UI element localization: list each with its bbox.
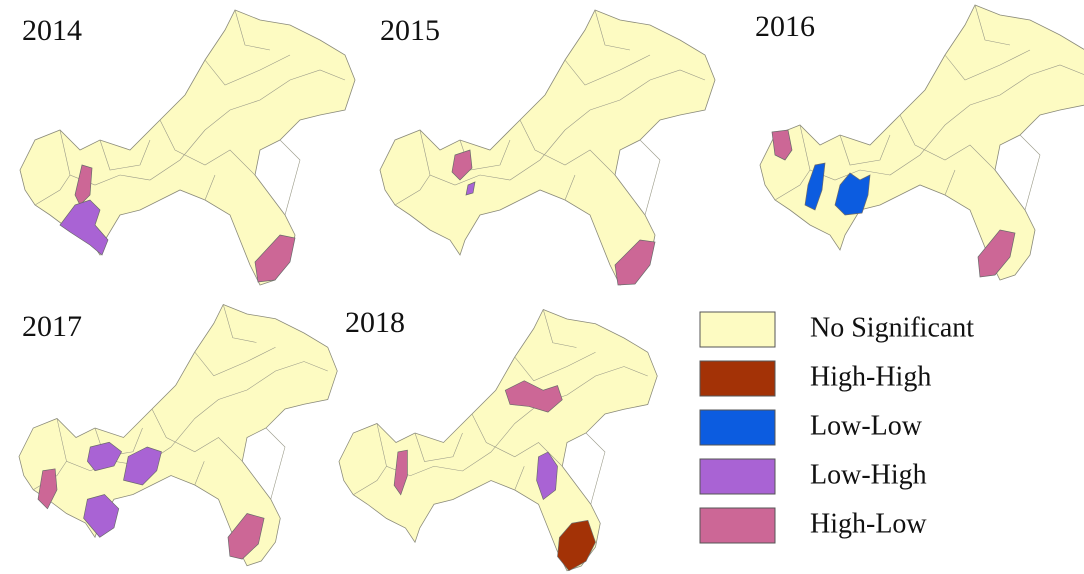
panel-title: 2016 <box>755 10 815 43</box>
map-2016 <box>759 4 1084 281</box>
legend-swatch <box>699 360 776 397</box>
map-2015 <box>379 9 716 286</box>
map-2018 <box>338 309 658 572</box>
legend-swatch <box>699 458 776 495</box>
legend-label: No Significant <box>810 312 974 343</box>
map-2014 <box>19 9 356 286</box>
legend-swatch <box>699 507 776 544</box>
panel-title: 2014 <box>22 14 82 47</box>
panel-title: 2018 <box>345 306 405 339</box>
legend-label: Low-Low <box>810 410 923 441</box>
legend-label: Low-High <box>810 459 927 490</box>
legend-swatch <box>699 311 776 348</box>
legend-label: High-High <box>810 361 931 392</box>
panel-title: 2015 <box>380 14 440 47</box>
legend-swatch <box>699 409 776 446</box>
panel-title: 2017 <box>22 310 82 343</box>
map-2017 <box>18 304 338 567</box>
legend-label: High-Low <box>810 508 927 539</box>
